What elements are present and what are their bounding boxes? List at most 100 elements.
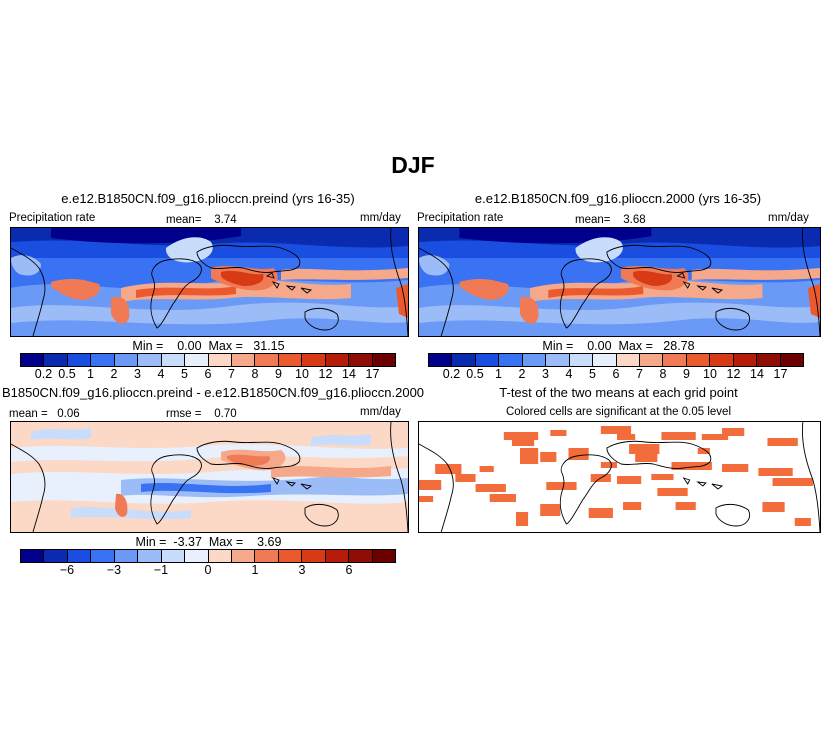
colorbar-tick-label: −6 [59,563,75,577]
colorbar-cell [255,354,279,366]
colorbar-cell [452,354,476,366]
precip-colorbar-1: 0.2 0.5 1 2 3 4 5 6 7 8 9 10 12 14 17 [20,353,396,381]
colorbar-cell [569,354,594,366]
diff-colorbar-ticks: −6 −3 −1 0 1 3 6 [20,563,396,577]
colorbar-cell [208,550,232,562]
panel-1-map-svg [11,228,408,336]
colorbar-cell [278,550,303,562]
colorbar-tick-label: 14 [342,367,356,381]
colorbar-cell [278,354,303,366]
figure-title: DJF [391,152,435,178]
colorbar-cell [593,354,617,366]
colorbar-cell [372,354,395,366]
colorbar-tick-label: 1 [87,367,94,381]
colorbar-tick-label: 8 [659,367,667,381]
panel-3-map-svg [11,422,408,532]
colorbar-tick-label: 0 [204,563,212,577]
colorbar-cell [21,550,45,562]
colorbar-cell [349,354,373,366]
colorbar-tick-label: 1 [495,367,502,381]
panel-3-map [10,421,409,533]
panel-3-minmax: Min = -3.37 Max = 3.69 [135,535,282,549]
colorbar-tick-label: 10 [703,367,717,381]
colorbar-tick-label: 0.2 [34,367,53,381]
colorbar-cell [185,354,209,366]
diff-colorbar-cells [20,549,396,563]
colorbar-cell [21,354,45,366]
colorbar-cell [475,354,500,366]
colorbar-cell [161,550,186,562]
colorbar-tick-label: 2 [518,367,526,381]
colorbar-tick-label: 0.5 [466,367,484,381]
panel-3-mean: mean = 0.06 [9,408,80,420]
colorbar-tick-label: 4 [157,367,165,381]
precip-colorbar-1-cells [20,353,396,367]
panel-2-variable-label: Precipitation rate [417,212,504,224]
panel-1-variable-label: Precipitation rate [9,212,96,224]
colorbar-cell [546,354,570,366]
colorbar-tick-label: 1 [251,563,259,577]
colorbar-cell [44,354,68,366]
colorbar-cell [161,354,186,366]
panel-3-rmse: rmse = 0.70 [166,408,237,420]
colorbar-cell [44,550,68,562]
colorbar-tick-label: 17 [365,367,380,381]
colorbar-cell [639,354,664,366]
panel-3-title: B1850CN.f09_g16.plioccn.preind - e.e12.B… [1,385,425,400]
colorbar-tick-label: 6 [612,367,620,381]
colorbar-cell [114,550,139,562]
colorbar-cell [231,550,256,562]
colorbar-cell [522,354,547,366]
panel-4-map-svg [419,422,820,532]
colorbar-cell [325,354,350,366]
panel-4-subtitle: Colored cells are significant at the 0.0… [505,406,731,418]
colorbar-tick-label: 6 [204,367,212,381]
panel-1-title: e.e12.B1850CN.f09_g16.plioccn.preind (yr… [61,191,355,206]
panel-1-minmax: Min = 0.00 Max = 31.15 [132,339,285,353]
colorbar-tick-label: −3 [106,563,122,577]
colorbar-tick-label: 0.2 [442,367,461,381]
colorbar-cell [686,354,711,366]
panel-2-map-svg [419,228,820,336]
significance-cells [419,426,813,526]
colorbar-cell [67,354,92,366]
panel-2-minmax: Min = 0.00 Max = 28.78 [542,339,695,353]
colorbar-tick-label: 4 [565,367,573,381]
panel-2-map [418,227,821,337]
panel-3-units: mm/day [360,406,401,418]
colorbar-cell [67,550,92,562]
colorbar-cell [499,354,523,366]
colorbar-cell [757,354,781,366]
colorbar-tick-label: 3 [298,563,306,577]
colorbar-cell [91,354,115,366]
colorbar-tick-label: 7 [636,367,643,381]
colorbar-tick-label: 14 [750,367,764,381]
colorbar-tick-label: 12 [318,367,333,381]
precip-colorbar-1-ticks: 0.2 0.5 1 2 3 4 5 6 7 8 9 10 12 14 17 [20,367,396,381]
colorbar-tick-label: 5 [181,367,188,381]
colorbar-tick-label: 12 [726,367,741,381]
colorbar-cell [349,550,373,562]
colorbar-tick-label: 0.5 [58,367,76,381]
colorbar-cell [780,354,803,366]
colorbar-tick-label: 6 [345,563,353,577]
colorbar-cell [114,354,139,366]
diff-colorbar: −6 −3 −1 0 1 3 6 [20,549,396,577]
panel-2-title: e.e12.B1850CN.f09_g16.plioccn.2000 (yrs … [474,191,762,206]
colorbar-cell [138,550,162,562]
panel-1-mean: mean= 3.74 [166,214,237,226]
colorbar-cell [302,550,326,562]
colorbar-cell [663,354,687,366]
colorbar-cell [302,354,326,366]
colorbar-cell [325,550,350,562]
panel-2-units: mm/day [768,212,809,224]
colorbar-cell [231,354,256,366]
precip-colorbar-2: 0.2 0.5 1 2 3 4 5 6 7 8 9 10 12 14 17 [428,353,804,381]
colorbar-tick-label: −1 [153,563,169,577]
panel-4-title: T-test of the two means at each grid poi… [499,385,738,400]
colorbar-tick-label: 2 [110,367,118,381]
panel-4-map [418,421,821,533]
colorbar-cell [208,354,232,366]
panel-2-mean: mean= 3.68 [575,214,646,226]
colorbar-tick-label: 9 [275,367,282,381]
